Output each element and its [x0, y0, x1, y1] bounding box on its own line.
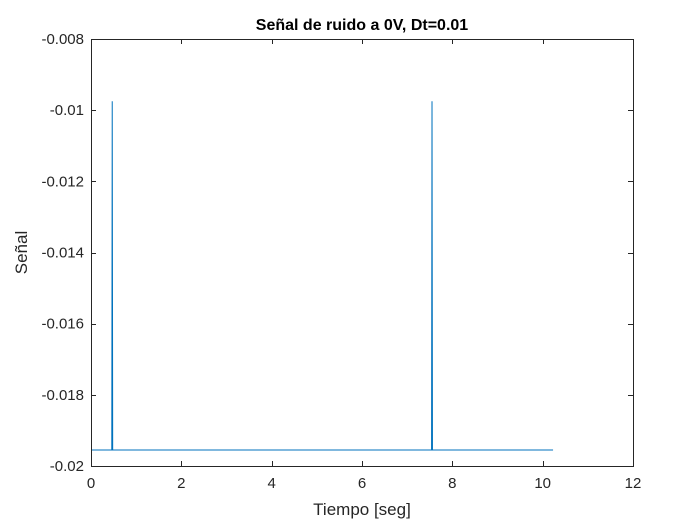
x-axis-label: Tiempo [seg]	[313, 500, 411, 519]
y-tick-label: -0.018	[41, 387, 84, 404]
x-tick-label: 12	[625, 475, 642, 492]
chart-title: Señal de ruido a 0V, Dt=0.01	[256, 17, 468, 34]
y-tick-label: -0.008	[41, 31, 84, 48]
x-tick-label: 6	[358, 475, 366, 492]
y-tick-label: -0.014	[41, 245, 84, 262]
x-tick-label: 4	[267, 475, 275, 492]
y-axis-label: Señal	[12, 231, 31, 274]
series-line-0	[91, 101, 554, 451]
x-tick-label: 10	[534, 475, 551, 492]
x-tick-label: 2	[177, 475, 185, 492]
x-tick-label: 0	[87, 475, 95, 492]
y-axis: -0.02 -0.018 -0.016 -0.014 -0.012 -0.01 -0.008	[41, 31, 633, 475]
y-tick-label: -0.016	[41, 316, 84, 333]
plot-area	[91, 39, 633, 466]
x-tick-label: 8	[448, 475, 456, 492]
y-tick-label: -0.02	[50, 458, 84, 475]
y-tick-label: -0.012	[41, 173, 84, 190]
x-axis: 0 2 4 6 8 10 12	[87, 39, 642, 492]
y-tick-label: -0.01	[50, 102, 84, 119]
series-layer	[91, 101, 554, 451]
